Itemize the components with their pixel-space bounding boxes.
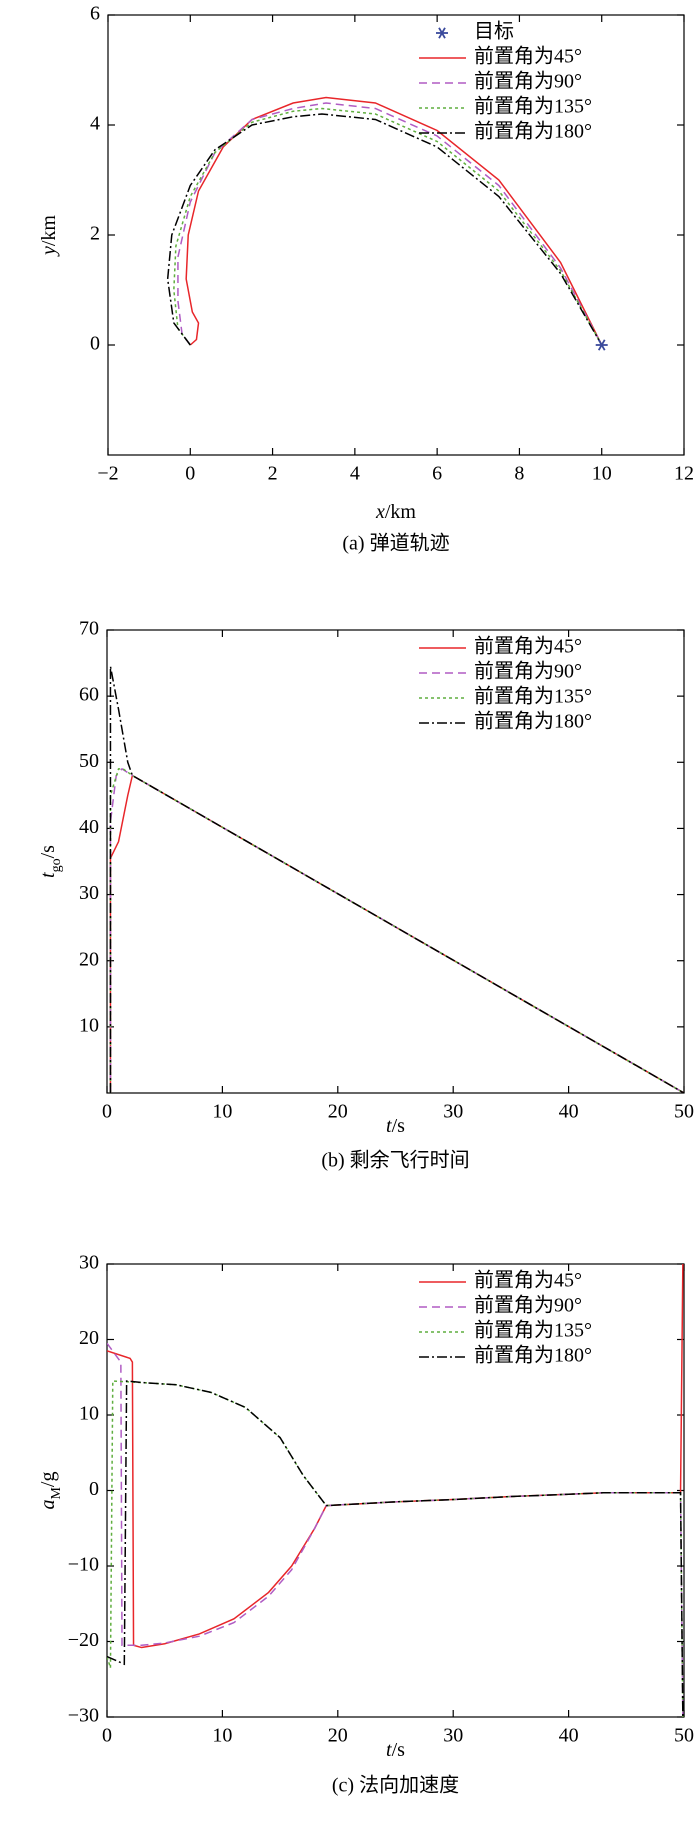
x-tick-label: 10 — [592, 463, 612, 485]
y-tick-label: 10 — [79, 1403, 99, 1425]
x-tick-label: 2 — [268, 463, 278, 485]
label-part: /s — [392, 1739, 406, 1761]
x-axis-label: t/s — [386, 1739, 405, 1761]
y-tick-label: −30 — [68, 1705, 99, 1727]
y-tick-label: 20 — [79, 1327, 99, 1349]
series-line — [107, 1380, 684, 1717]
y-tick-label: 70 — [79, 618, 99, 640]
series-line — [166, 113, 603, 346]
legend-label: 前置角为45° — [474, 1269, 582, 1292]
label-part: /g — [37, 1471, 59, 1487]
x-tick-label: −2 — [97, 463, 118, 485]
y-tick-label: 50 — [79, 750, 99, 772]
legend-label: 前置角为180° — [474, 710, 592, 733]
label-part: x — [375, 501, 385, 523]
series-line — [109, 768, 684, 1093]
x-axis-label: t/s — [386, 1115, 405, 1137]
x-tick-label: 40 — [559, 1101, 579, 1123]
x-tick-label: 30 — [443, 1101, 463, 1123]
x-tick-label: 8 — [514, 463, 524, 485]
label-part: /s — [37, 845, 59, 859]
label-part: a — [37, 1500, 59, 1510]
series-line — [109, 767, 684, 1093]
plot-area — [109, 666, 684, 1093]
y-tick-label: 30 — [79, 882, 99, 904]
x-tick-label: 10 — [212, 1725, 232, 1747]
y-tick-label: 6 — [90, 3, 100, 25]
series-line — [177, 102, 603, 346]
y-axis-label: aM/g — [37, 1471, 64, 1509]
label-part: t — [386, 1739, 392, 1761]
legend-label: 目标 — [474, 20, 514, 43]
target-marker — [595, 339, 608, 351]
label-part: /s — [392, 1115, 406, 1137]
legend-label: 前置角为135° — [474, 95, 592, 118]
plot-frame — [107, 14, 685, 456]
x-tick-label: 4 — [350, 463, 360, 485]
marker-stroke — [597, 339, 606, 351]
series-line — [107, 1380, 684, 1717]
caption: (b) 剩余飞行时间 — [321, 1149, 469, 1172]
caption: (a) 弹道轨迹 — [342, 532, 449, 555]
x-tick-label: 30 — [443, 1725, 463, 1747]
y-tick-label: 20 — [79, 948, 99, 970]
y-tick-label: 60 — [79, 684, 99, 706]
legend-label: 前置角为180° — [474, 1344, 592, 1367]
y-tick-label: −10 — [68, 1554, 99, 1576]
plot-area — [107, 1264, 684, 1717]
label-part: go — [49, 858, 64, 872]
y-axis-label: tgo/s — [37, 845, 64, 878]
x-tick-label: 12 — [674, 463, 694, 485]
x-tick-label: 0 — [102, 1101, 112, 1123]
series-line — [109, 666, 684, 1093]
legend-label: 前置角为135° — [474, 1319, 592, 1342]
x-axis-label: x/km — [375, 501, 416, 523]
y-axis-label: y/km — [38, 215, 60, 257]
plot-frame — [106, 1263, 685, 1718]
plot-area — [166, 96, 603, 346]
legend-label: 前置角为45° — [474, 635, 582, 658]
x-tick-label: 20 — [328, 1725, 348, 1747]
x-tick-label: 50 — [674, 1725, 694, 1747]
legend-label: 前置角为90° — [474, 660, 582, 683]
y-tick-label: 10 — [79, 1014, 99, 1036]
x-tick-label: 6 — [432, 463, 442, 485]
x-tick-label: 0 — [102, 1725, 112, 1747]
legend-label: 前置角为45° — [474, 45, 582, 68]
y-tick-label: 40 — [79, 816, 99, 838]
y-tick-label: 2 — [90, 223, 100, 245]
y-tick-label: 4 — [90, 113, 100, 135]
label-part: M — [49, 1487, 64, 1500]
y-tick-label: 0 — [89, 1478, 99, 1500]
x-tick-label: 40 — [559, 1725, 579, 1747]
plot-frame — [106, 629, 685, 1094]
x-tick-label: 20 — [328, 1101, 348, 1123]
y-tick-label: 30 — [79, 1252, 99, 1274]
series-line — [107, 1342, 684, 1717]
marker-stroke — [438, 27, 446, 39]
legend-label: 前置角为90° — [474, 70, 582, 93]
series-line — [109, 774, 684, 1093]
series-line — [173, 107, 603, 346]
legend-label: 前置角为180° — [474, 120, 592, 143]
x-tick-label: 50 — [674, 1101, 694, 1123]
series-line — [107, 1264, 684, 1649]
label-part: /km — [38, 215, 60, 247]
legend-label: 前置角为90° — [474, 1294, 582, 1317]
label-part: t — [386, 1115, 392, 1137]
label-part: t — [37, 872, 59, 878]
y-tick-label: 0 — [90, 333, 100, 355]
legend-label: 前置角为135° — [474, 685, 592, 708]
caption: (c) 法向加速度 — [332, 1774, 459, 1797]
label-part: y — [38, 246, 60, 257]
x-tick-label: 0 — [185, 463, 195, 485]
x-tick-label: 10 — [212, 1101, 232, 1123]
label-part: /km — [385, 501, 417, 523]
legend-marker — [436, 27, 448, 39]
y-tick-label: −20 — [68, 1629, 99, 1651]
